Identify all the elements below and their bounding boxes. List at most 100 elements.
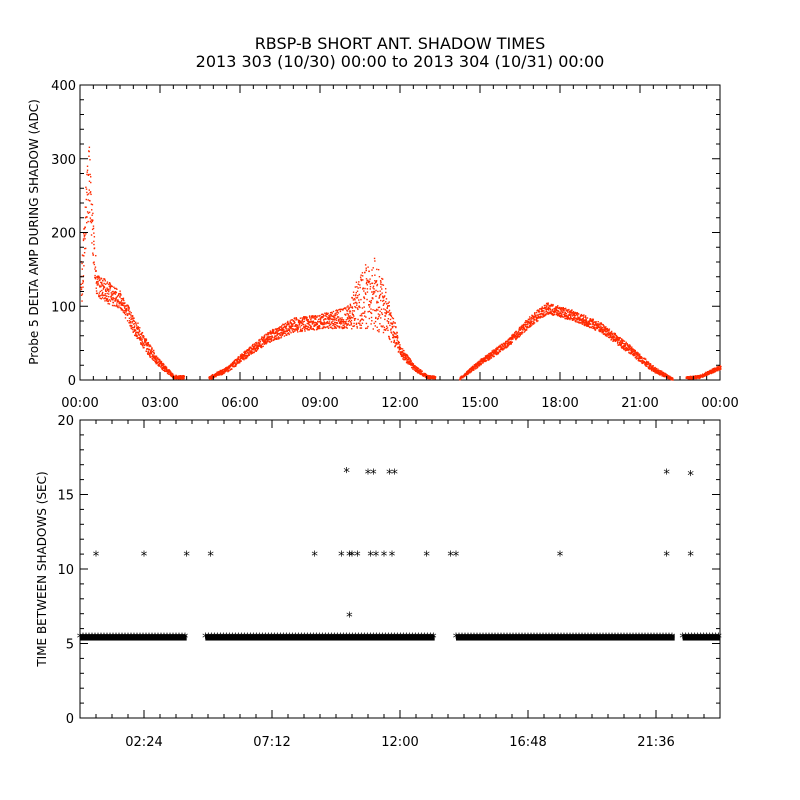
amp-point — [547, 313, 550, 315]
amp-point — [146, 344, 149, 347]
amp-point — [254, 348, 257, 351]
amp-point — [316, 325, 319, 328]
amp-point — [108, 285, 111, 287]
amp-point — [119, 296, 121, 298]
amp-point — [115, 291, 118, 294]
amp-point — [578, 313, 580, 315]
amp-point — [90, 203, 93, 205]
amp-point — [141, 338, 143, 341]
amp-point — [549, 311, 552, 314]
amp-point — [99, 286, 102, 288]
amp-point — [572, 310, 575, 313]
amp-point — [597, 326, 600, 329]
amp-point — [602, 330, 604, 332]
amp-point — [491, 352, 493, 355]
amp-point — [245, 352, 247, 355]
amp-point — [530, 321, 532, 324]
amp-point — [348, 324, 351, 326]
amp-point — [367, 280, 370, 283]
amp-point — [327, 318, 329, 321]
amp-point — [134, 329, 136, 332]
amp-point — [378, 296, 381, 298]
amp-point — [530, 320, 533, 322]
shadow-point: * — [98, 632, 105, 647]
amp-point — [212, 373, 214, 376]
amp-point — [302, 321, 304, 323]
amp-point — [717, 370, 719, 372]
amp-point — [694, 377, 696, 380]
amp-point — [400, 352, 403, 354]
amp-point — [356, 304, 358, 306]
amp-point — [661, 370, 663, 372]
amp-point — [319, 317, 321, 319]
amp-point — [521, 332, 524, 334]
amp-point — [86, 194, 89, 196]
shadow-point: * — [131, 632, 138, 647]
amp-point — [527, 326, 529, 329]
shadow-point: * — [549, 632, 556, 647]
amp-point — [244, 357, 247, 360]
amp-point — [383, 302, 386, 305]
amp-point — [93, 261, 95, 263]
amp-point — [253, 347, 256, 350]
amp-point — [276, 337, 278, 339]
amp-point — [327, 312, 329, 315]
amp-point — [482, 361, 484, 363]
amp-point — [114, 290, 117, 293]
amp-point — [331, 318, 333, 321]
amp-point — [98, 277, 100, 280]
amp-point — [613, 340, 615, 342]
amp-point — [329, 313, 331, 316]
amp-point — [370, 323, 372, 325]
amp-point — [334, 327, 337, 329]
amp-point — [103, 287, 105, 289]
amp-point — [528, 316, 531, 318]
amp-point — [96, 281, 98, 283]
amp-point — [494, 353, 496, 355]
amp-point — [362, 312, 364, 314]
amp-point — [405, 353, 407, 356]
amp-point — [334, 316, 336, 318]
amp-point — [393, 340, 396, 342]
amp-point — [363, 306, 365, 308]
amp-point — [112, 301, 114, 304]
amp-point — [227, 370, 229, 373]
amp-point — [144, 341, 147, 343]
amp-point — [405, 361, 408, 364]
amp-point — [167, 369, 169, 372]
amp-point — [537, 320, 539, 322]
shadow-point: * — [164, 632, 171, 647]
amp-point — [90, 221, 93, 224]
amp-point — [267, 332, 269, 334]
amp-point — [710, 372, 713, 374]
shadow-point: * — [615, 632, 622, 647]
amp-point — [270, 339, 273, 341]
amp-point — [143, 336, 145, 338]
amp-point — [304, 327, 307, 329]
shadow-point: * — [567, 632, 574, 647]
amp-point — [525, 326, 528, 328]
amp-point — [322, 316, 324, 318]
amp-point — [258, 339, 260, 341]
amp-point — [368, 310, 371, 313]
amp-point — [341, 327, 344, 330]
amp-point — [246, 349, 249, 351]
amp-point — [128, 308, 130, 310]
amp-point — [613, 332, 616, 335]
amp-point — [290, 332, 292, 334]
amp-point — [385, 303, 388, 305]
amp-point — [163, 366, 165, 369]
amp-point — [288, 328, 291, 330]
amp-point — [143, 343, 145, 345]
amp-point — [149, 344, 151, 347]
amp-point — [514, 331, 516, 334]
amp-point — [253, 347, 255, 349]
amp-point — [375, 280, 378, 282]
amp-point — [134, 328, 136, 331]
bottom-plot-frame — [79, 419, 721, 719]
amp-point — [490, 354, 492, 357]
amp-point — [382, 295, 384, 297]
amp-point — [120, 309, 123, 311]
amp-point — [324, 322, 326, 324]
amp-point — [96, 278, 99, 280]
